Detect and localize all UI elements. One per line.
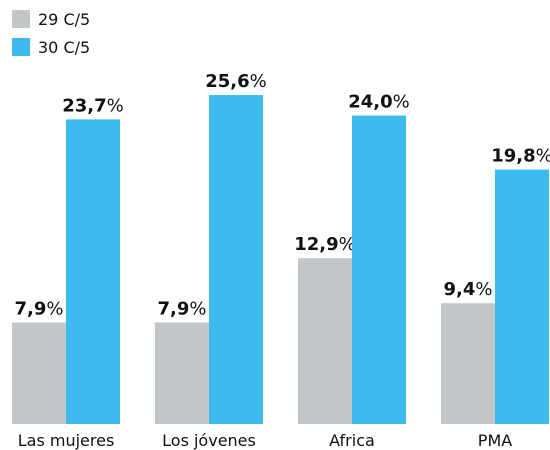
legend-label: 29 C/5: [38, 10, 90, 29]
bar: [352, 115, 406, 424]
value-number: 23,7: [62, 95, 106, 116]
value-label: 7,9%: [158, 298, 207, 319]
value-label: 9,4%: [444, 279, 493, 300]
value-unit: %: [107, 95, 124, 116]
value-unit: %: [475, 279, 492, 300]
value-number: 7,9: [158, 298, 190, 319]
value-unit: %: [46, 298, 63, 319]
x-tick-label: Las mujeres: [18, 431, 115, 450]
legend-swatch: [12, 10, 30, 28]
bar: [66, 119, 120, 424]
x-tick-label: Africa: [329, 431, 375, 450]
value-unit: %: [250, 71, 267, 92]
value-number: 19,8: [491, 146, 535, 167]
x-tick-label: Los jóvenes: [162, 431, 256, 450]
value-label: 23,7%: [62, 95, 124, 116]
legend-swatch: [12, 38, 30, 56]
value-unit: %: [393, 92, 410, 113]
bar: [155, 322, 209, 424]
value-label: 12,9%: [294, 234, 356, 255]
value-label: 7,9%: [15, 298, 64, 319]
value-label: 19,8%: [491, 146, 550, 167]
value-label: 24,0%: [348, 92, 410, 113]
value-unit: %: [536, 146, 550, 167]
value-number: 12,9: [294, 234, 338, 255]
bar: [298, 258, 352, 424]
bar: [12, 322, 66, 424]
bar: [209, 95, 263, 424]
value-number: 24,0: [348, 92, 392, 113]
bar: [441, 303, 495, 424]
x-tick-label: PMA: [478, 431, 512, 450]
value-number: 25,6: [205, 71, 249, 92]
legend-label: 30 C/5: [38, 38, 90, 57]
value-unit: %: [189, 298, 206, 319]
value-number: 9,4: [444, 279, 476, 300]
bar: [495, 169, 549, 424]
value-number: 7,9: [15, 298, 47, 319]
value-label: 25,6%: [205, 71, 267, 92]
value-unit: %: [339, 234, 356, 255]
